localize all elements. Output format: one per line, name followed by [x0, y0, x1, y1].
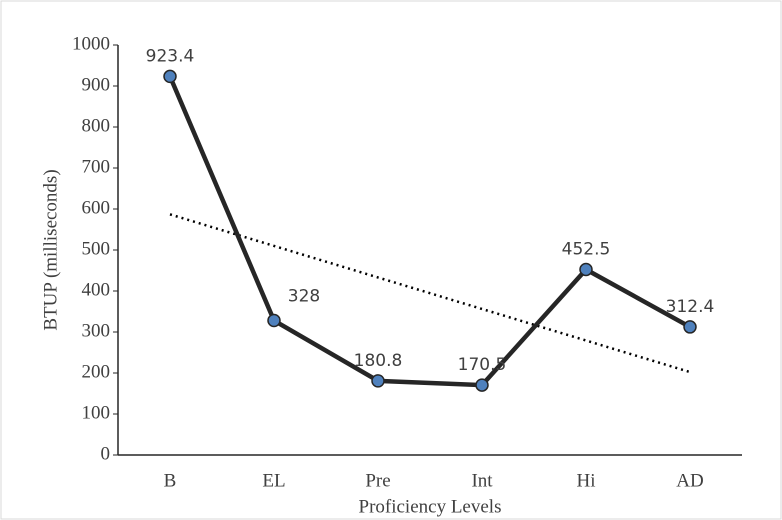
point [683, 320, 697, 334]
point [475, 378, 489, 392]
point [267, 313, 281, 328]
x-axis-label: Proficiency Levels [359, 496, 502, 517]
point [579, 262, 593, 277]
y-tick-label: 700 [82, 156, 111, 177]
data-label: 180.8 [354, 351, 403, 371]
data-label: 170.5 [458, 355, 507, 375]
point [163, 69, 177, 84]
y-tick-label: 0 [101, 443, 111, 464]
y-tick-label: 900 [82, 74, 111, 95]
x-tick-label: B [164, 470, 177, 491]
data-label: 312.4 [666, 297, 715, 317]
y-tick-label: 800 [82, 115, 111, 136]
point [371, 374, 385, 388]
data-label: 923.4 [146, 46, 195, 66]
x-tick-label: AD [676, 470, 703, 491]
y-tick-label: 400 [82, 279, 111, 300]
y-tick-label: 300 [82, 320, 111, 341]
y-tick-label: 200 [82, 361, 111, 382]
x-tick-label: Int [471, 470, 493, 491]
line [167, 75, 692, 388]
x-tick-label: Hi [577, 470, 596, 491]
data-label: 452.5 [562, 239, 611, 259]
y-tick-label: 100 [82, 402, 111, 423]
trendline [169, 213, 691, 374]
y-tick-label: 600 [82, 197, 111, 218]
data-label: 328 [288, 287, 320, 307]
y-tick-label: 1000 [72, 33, 110, 54]
y-tick-label: 500 [82, 238, 111, 259]
y-axis-label: BTUP (milliseconds) [40, 169, 61, 330]
x-tick-label: Pre [365, 470, 390, 491]
x-tick-label: EL [262, 470, 285, 491]
